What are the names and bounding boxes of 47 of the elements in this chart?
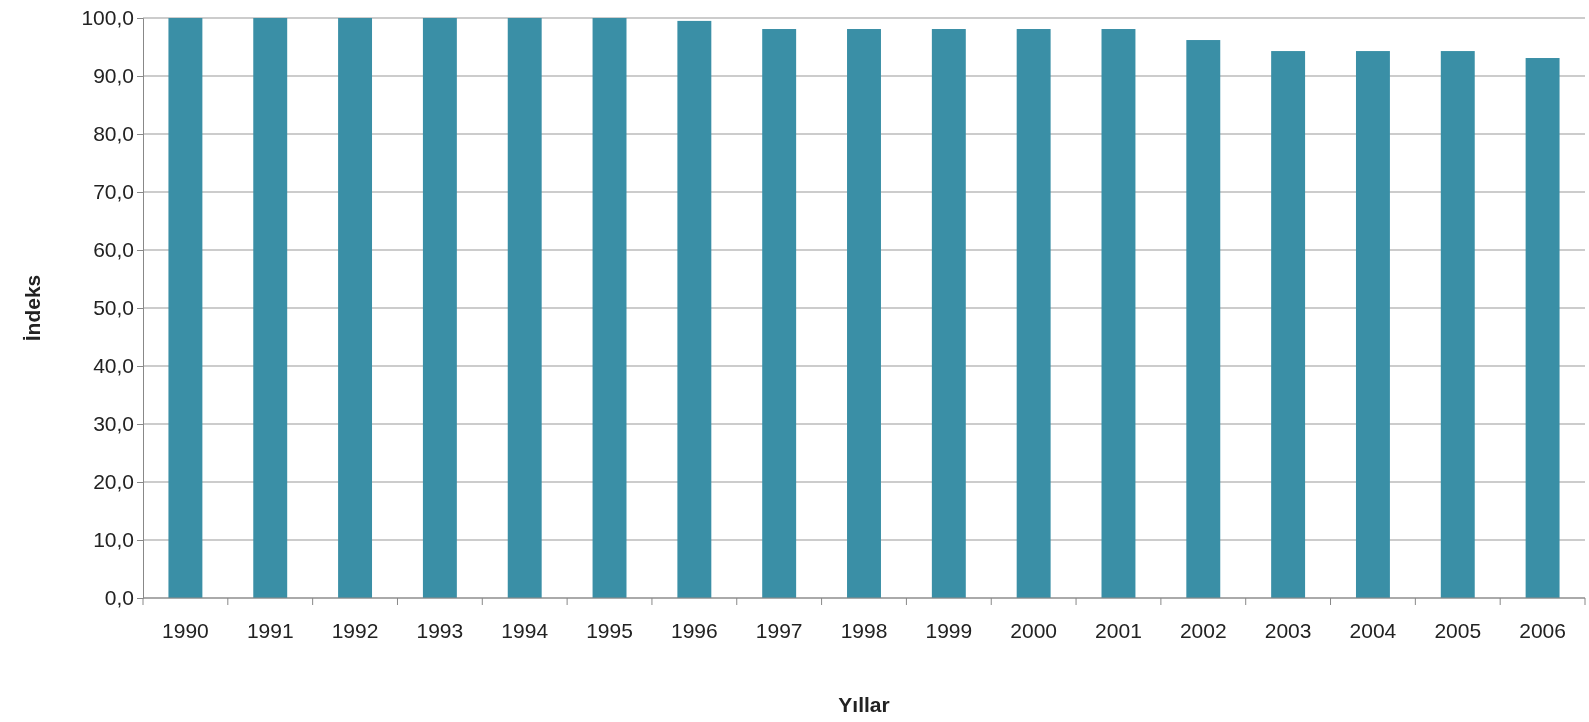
x-tick-label: 1997 [755, 619, 803, 642]
bar [1186, 40, 1221, 598]
y-tick-label: 70,0 [93, 180, 134, 204]
bar [168, 18, 203, 598]
bar [507, 18, 542, 598]
x-tick-label: 2002 [1179, 619, 1227, 642]
x-tick-label: 1993 [416, 619, 464, 642]
x-tick-label: 1998 [840, 619, 888, 642]
x-tick-label: 1992 [331, 619, 379, 642]
x-tick-label: 1996 [670, 619, 718, 642]
x-tick-label: 1990 [162, 619, 209, 642]
bar [847, 29, 881, 598]
bar [1271, 51, 1306, 598]
y-tick-label: 30,0 [93, 412, 134, 436]
bar [253, 18, 288, 598]
x-tick-label: 1991 [246, 619, 294, 642]
y-tick-label: 50,0 [93, 296, 134, 320]
bar [762, 29, 797, 598]
y-tick-label: 0,0 [104, 586, 134, 610]
bar [1355, 51, 1390, 598]
bar [1440, 51, 1475, 598]
y-axis-title: İndeks [21, 274, 44, 342]
y-tick-label: 80,0 [93, 122, 134, 146]
x-tick-label: 2005 [1434, 619, 1482, 642]
y-tick-label: 90,0 [93, 64, 134, 88]
bar [931, 29, 966, 598]
x-tick-label: 2000 [1010, 619, 1058, 642]
y-tick-label: 40,0 [93, 354, 134, 378]
x-tick-label: 2004 [1349, 619, 1397, 642]
bar [1525, 58, 1560, 598]
y-tick-label: 10,0 [93, 528, 134, 552]
x-axis-title: Yıllar [838, 693, 890, 716]
x-tick-label: 2003 [1264, 619, 1312, 642]
bar [592, 18, 627, 598]
y-tick-label: 60,0 [93, 238, 134, 262]
x-tick-label: 1995 [586, 619, 633, 642]
y-tick-label: 100,0 [81, 6, 134, 30]
bar [677, 20, 712, 598]
x-tick-label: 2001 [1095, 619, 1142, 642]
bar [422, 18, 457, 598]
bar [1101, 29, 1136, 598]
bar [338, 18, 373, 598]
x-tick-label: 1994 [501, 619, 549, 642]
x-tick-label: 2006 [1519, 619, 1566, 642]
bar [1016, 29, 1051, 598]
x-tick-label: 1999 [925, 619, 973, 642]
y-tick-label: 20,0 [93, 470, 134, 494]
